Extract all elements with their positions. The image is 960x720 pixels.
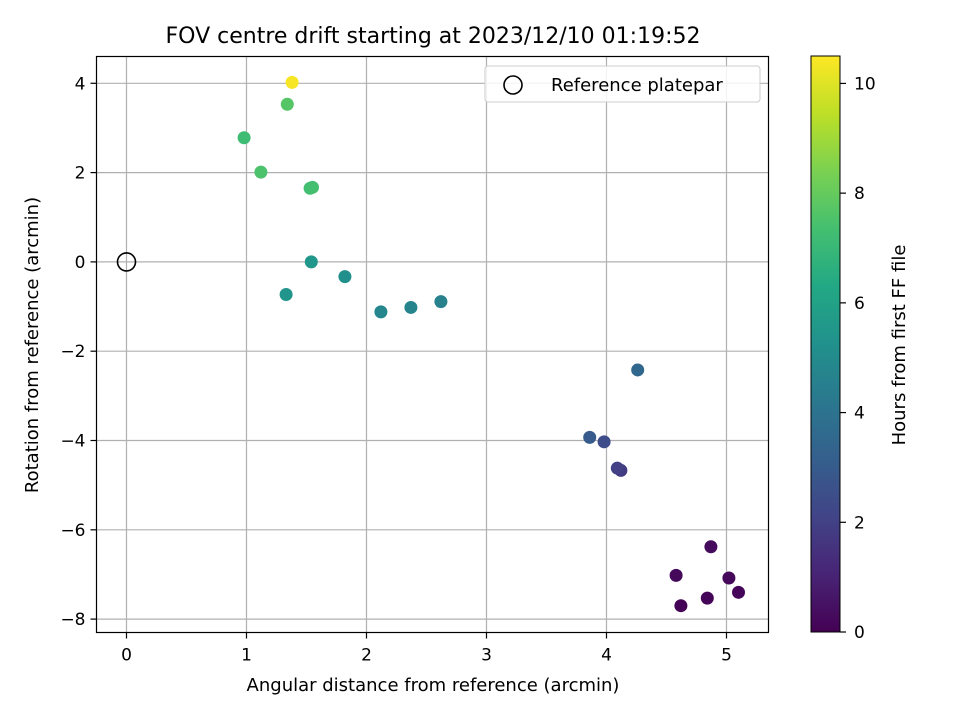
x-tick-label: 2 — [361, 646, 372, 666]
colorbar — [811, 56, 840, 632]
colorbar-tick-label: 4 — [854, 404, 865, 424]
data-point — [404, 300, 418, 314]
legend-label: Reference platepar — [551, 75, 723, 96]
data-point — [338, 270, 352, 284]
reference-platepar-marker — [116, 252, 137, 272]
y-tick-label: 4 — [75, 74, 86, 94]
data-point — [583, 430, 597, 444]
chart-title: FOV centre drift starting at 2023/12/10 … — [166, 24, 701, 49]
legend-open-circle-icon — [503, 75, 523, 95]
colorbar-tick-label: 10 — [854, 74, 876, 94]
data-points — [237, 75, 745, 613]
legend: Reference platepar — [484, 65, 761, 103]
y-tick-label: −6 — [60, 521, 85, 541]
colorbar-tick-label: 2 — [854, 513, 865, 533]
data-point — [285, 75, 299, 89]
x-tick-label: 5 — [721, 646, 732, 666]
legend-box — [484, 65, 761, 103]
data-point — [279, 287, 293, 301]
y-tick-label: 0 — [75, 253, 86, 273]
data-point — [732, 585, 745, 599]
y-axis-ticks: −8 −6 −4 −2 0 2 4 — [60, 74, 97, 630]
x-tick-label: 0 — [121, 646, 132, 666]
colorbar-ticks: 0 2 4 6 8 10 — [840, 74, 876, 643]
data-point — [280, 97, 294, 111]
colorbar-tick-label: 8 — [854, 184, 865, 204]
colorbar-tick-label: 0 — [854, 623, 865, 643]
data-point — [674, 599, 688, 613]
y-tick-label: −8 — [60, 610, 85, 630]
data-point — [304, 255, 318, 269]
data-point — [700, 591, 714, 605]
grid — [96, 56, 769, 633]
data-point — [374, 305, 388, 319]
data-point — [669, 568, 683, 582]
x-axis-label: Angular distance from reference (arcmin) — [247, 675, 620, 696]
data-point — [722, 571, 736, 585]
data-point — [237, 131, 251, 145]
x-axis-ticks: 0 1 2 3 4 5 — [121, 632, 732, 666]
x-tick-label: 3 — [481, 646, 492, 666]
plot-frame — [95, 55, 770, 634]
data-point — [610, 461, 624, 475]
y-tick-label: −4 — [60, 432, 85, 452]
y-tick-label: 2 — [75, 164, 86, 184]
colorbar-frame — [810, 55, 841, 633]
y-axis-label: Rotation from reference (arcmin) — [22, 197, 43, 493]
data-point — [597, 435, 611, 449]
data-point — [631, 363, 645, 377]
colorbar-tick-label: 6 — [854, 294, 865, 314]
y-tick-label: −2 — [60, 342, 85, 362]
data-point — [254, 165, 268, 179]
data-point — [434, 295, 448, 309]
x-tick-label: 4 — [601, 646, 612, 666]
x-tick-label: 1 — [241, 646, 252, 666]
data-point — [306, 180, 319, 194]
data-point — [704, 540, 718, 554]
colorbar-label: Hours from first FF file — [889, 245, 910, 446]
